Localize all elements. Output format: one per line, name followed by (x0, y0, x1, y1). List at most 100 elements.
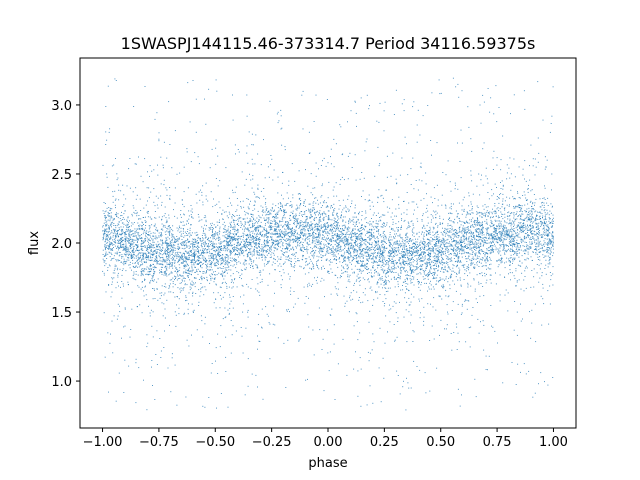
data-point (444, 231, 446, 233)
data-point (299, 265, 301, 267)
data-point (409, 239, 411, 240)
data-point (387, 290, 389, 292)
data-point (463, 234, 465, 236)
data-point (305, 224, 306, 226)
data-point (400, 246, 401, 248)
data-point (291, 261, 292, 263)
data-point (410, 314, 412, 316)
data-point (335, 249, 337, 250)
data-point (437, 269, 439, 271)
data-point (387, 331, 388, 333)
data-point (159, 247, 161, 249)
data-point (157, 243, 159, 245)
data-point (149, 240, 151, 242)
data-point (451, 274, 453, 276)
data-point (331, 226, 333, 228)
data-point (187, 264, 189, 266)
data-point (480, 179, 482, 181)
data-point (457, 248, 459, 250)
data-point (214, 265, 216, 267)
data-point (141, 259, 143, 261)
data-point (155, 252, 157, 254)
data-point (533, 221, 535, 223)
data-point (270, 227, 272, 229)
data-point (116, 173, 118, 175)
data-point (118, 255, 120, 257)
data-point (437, 247, 439, 249)
data-point (441, 268, 443, 270)
data-point (286, 233, 288, 235)
data-point (327, 231, 329, 233)
data-point (511, 236, 513, 238)
data-point (349, 221, 351, 223)
data-point (275, 205, 277, 207)
data-point (277, 203, 279, 205)
data-point (510, 228, 512, 230)
data-point (417, 109, 419, 111)
data-point (166, 244, 167, 246)
data-point (465, 231, 467, 233)
data-point (292, 212, 294, 214)
data-point (377, 212, 379, 214)
data-point (200, 291, 202, 293)
data-point (405, 269, 407, 271)
data-point (482, 240, 483, 242)
data-point (225, 234, 227, 235)
data-point (384, 101, 386, 103)
data-point (470, 174, 472, 176)
data-point (326, 240, 327, 242)
data-point (119, 305, 120, 307)
data-point (210, 372, 212, 374)
data-point (130, 247, 132, 249)
data-point (411, 257, 413, 259)
data-point (546, 244, 548, 246)
data-point (490, 268, 492, 270)
data-point (163, 224, 165, 226)
data-point (254, 193, 256, 195)
data-point (105, 224, 107, 226)
data-point (523, 229, 525, 231)
data-point (217, 232, 219, 234)
data-point (409, 266, 411, 268)
data-point (140, 175, 142, 177)
data-point (278, 258, 280, 260)
data-point (164, 317, 166, 319)
data-point (428, 248, 430, 250)
data-point (315, 175, 317, 177)
data-point (405, 283, 407, 284)
data-point (340, 275, 341, 277)
data-point (211, 248, 213, 250)
data-point (368, 257, 370, 259)
data-point (118, 224, 120, 226)
data-point (408, 263, 410, 265)
data-point (202, 336, 204, 338)
data-point (208, 255, 210, 257)
data-point (192, 246, 194, 248)
data-point (125, 237, 127, 239)
data-point (538, 231, 539, 233)
data-point (486, 268, 487, 270)
data-point (470, 138, 472, 140)
data-point (306, 258, 308, 260)
data-point (470, 201, 472, 203)
data-point (530, 221, 531, 223)
data-point (205, 260, 207, 262)
data-point (444, 246, 446, 248)
data-point (448, 277, 450, 279)
data-point (391, 250, 393, 252)
data-point (371, 253, 373, 255)
data-point (137, 250, 139, 252)
data-point (395, 235, 396, 237)
data-point (435, 232, 437, 234)
data-point (536, 248, 538, 250)
data-point (352, 229, 353, 231)
data-point (407, 264, 409, 266)
data-point (343, 268, 345, 270)
data-point (175, 278, 176, 279)
data-point (174, 262, 176, 264)
data-point (247, 286, 249, 288)
data-point (502, 228, 504, 230)
data-point (158, 254, 160, 256)
data-point (228, 313, 230, 315)
data-point (531, 233, 533, 235)
